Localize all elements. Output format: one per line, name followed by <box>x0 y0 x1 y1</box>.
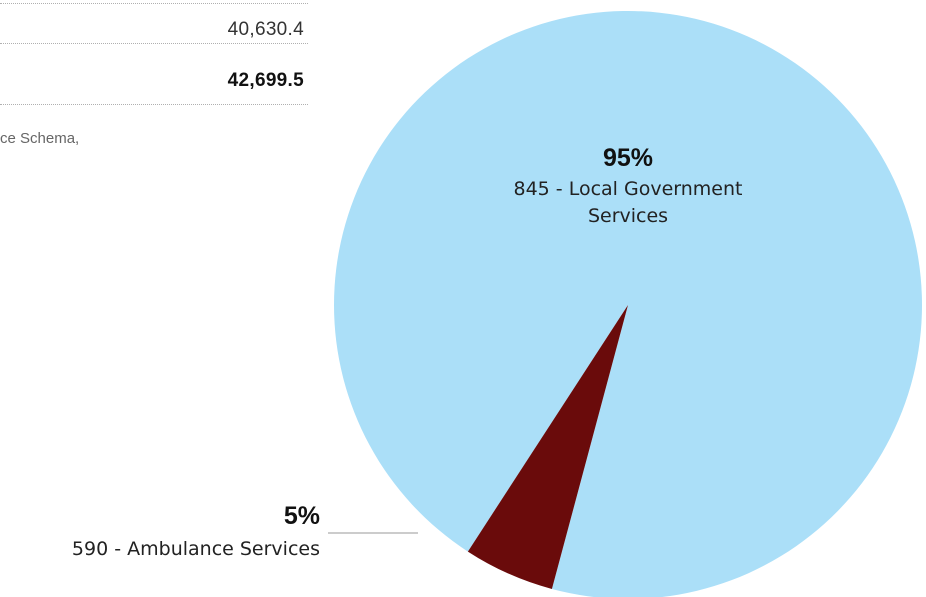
table-row-total: 42,699.5 <box>0 47 308 105</box>
slice-name-label: 845 - Local Government <box>514 178 743 200</box>
table-row: 40,630.4 <box>0 5 308 44</box>
table-cell-value: 40,630.4 <box>227 19 304 40</box>
pie-slice <box>467 305 628 589</box>
table-top-rule <box>0 0 308 4</box>
slice-name-label: 590 - Ambulance Services <box>72 538 320 560</box>
slice-name-label: Services <box>588 205 668 227</box>
pie-slice <box>334 11 922 597</box>
source-note: ce Schema, <box>0 130 80 147</box>
slice-percent-label: 5% <box>284 502 320 530</box>
slice-percent-label: 95% <box>603 144 653 172</box>
table-cell-total: 42,699.5 <box>227 70 304 91</box>
